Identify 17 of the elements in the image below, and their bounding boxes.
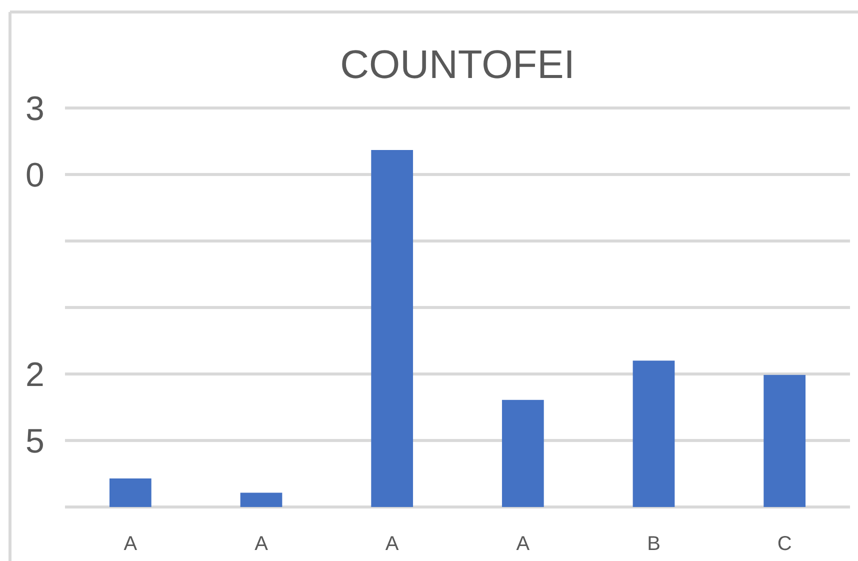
x-tick-label: A (124, 533, 138, 555)
text: 3 (26, 90, 44, 128)
bar (502, 400, 544, 507)
bar (240, 492, 282, 507)
x-tick-label: A (385, 533, 400, 555)
bar (371, 150, 414, 507)
x-tick-label: A (516, 533, 530, 555)
text: 2 (26, 356, 44, 394)
x-tick-label: A (254, 533, 269, 555)
text: 0 (26, 156, 44, 194)
bar (632, 360, 675, 507)
x-tick-label: C (777, 533, 792, 555)
bar (109, 478, 152, 507)
chart-title: COUNTOFEI (340, 43, 575, 87)
x-tick-label: B (647, 533, 660, 555)
text: 5 (26, 422, 44, 460)
bar (764, 374, 806, 507)
